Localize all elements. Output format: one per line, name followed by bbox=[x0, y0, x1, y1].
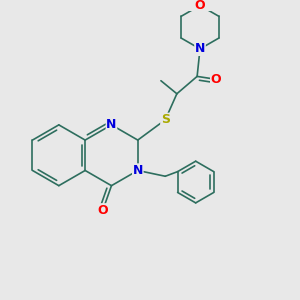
Text: N: N bbox=[133, 164, 143, 177]
Text: N: N bbox=[106, 118, 117, 131]
Text: O: O bbox=[98, 204, 108, 217]
Text: O: O bbox=[195, 0, 205, 12]
Text: O: O bbox=[211, 73, 221, 86]
Text: N: N bbox=[195, 42, 205, 56]
Text: S: S bbox=[161, 113, 170, 126]
